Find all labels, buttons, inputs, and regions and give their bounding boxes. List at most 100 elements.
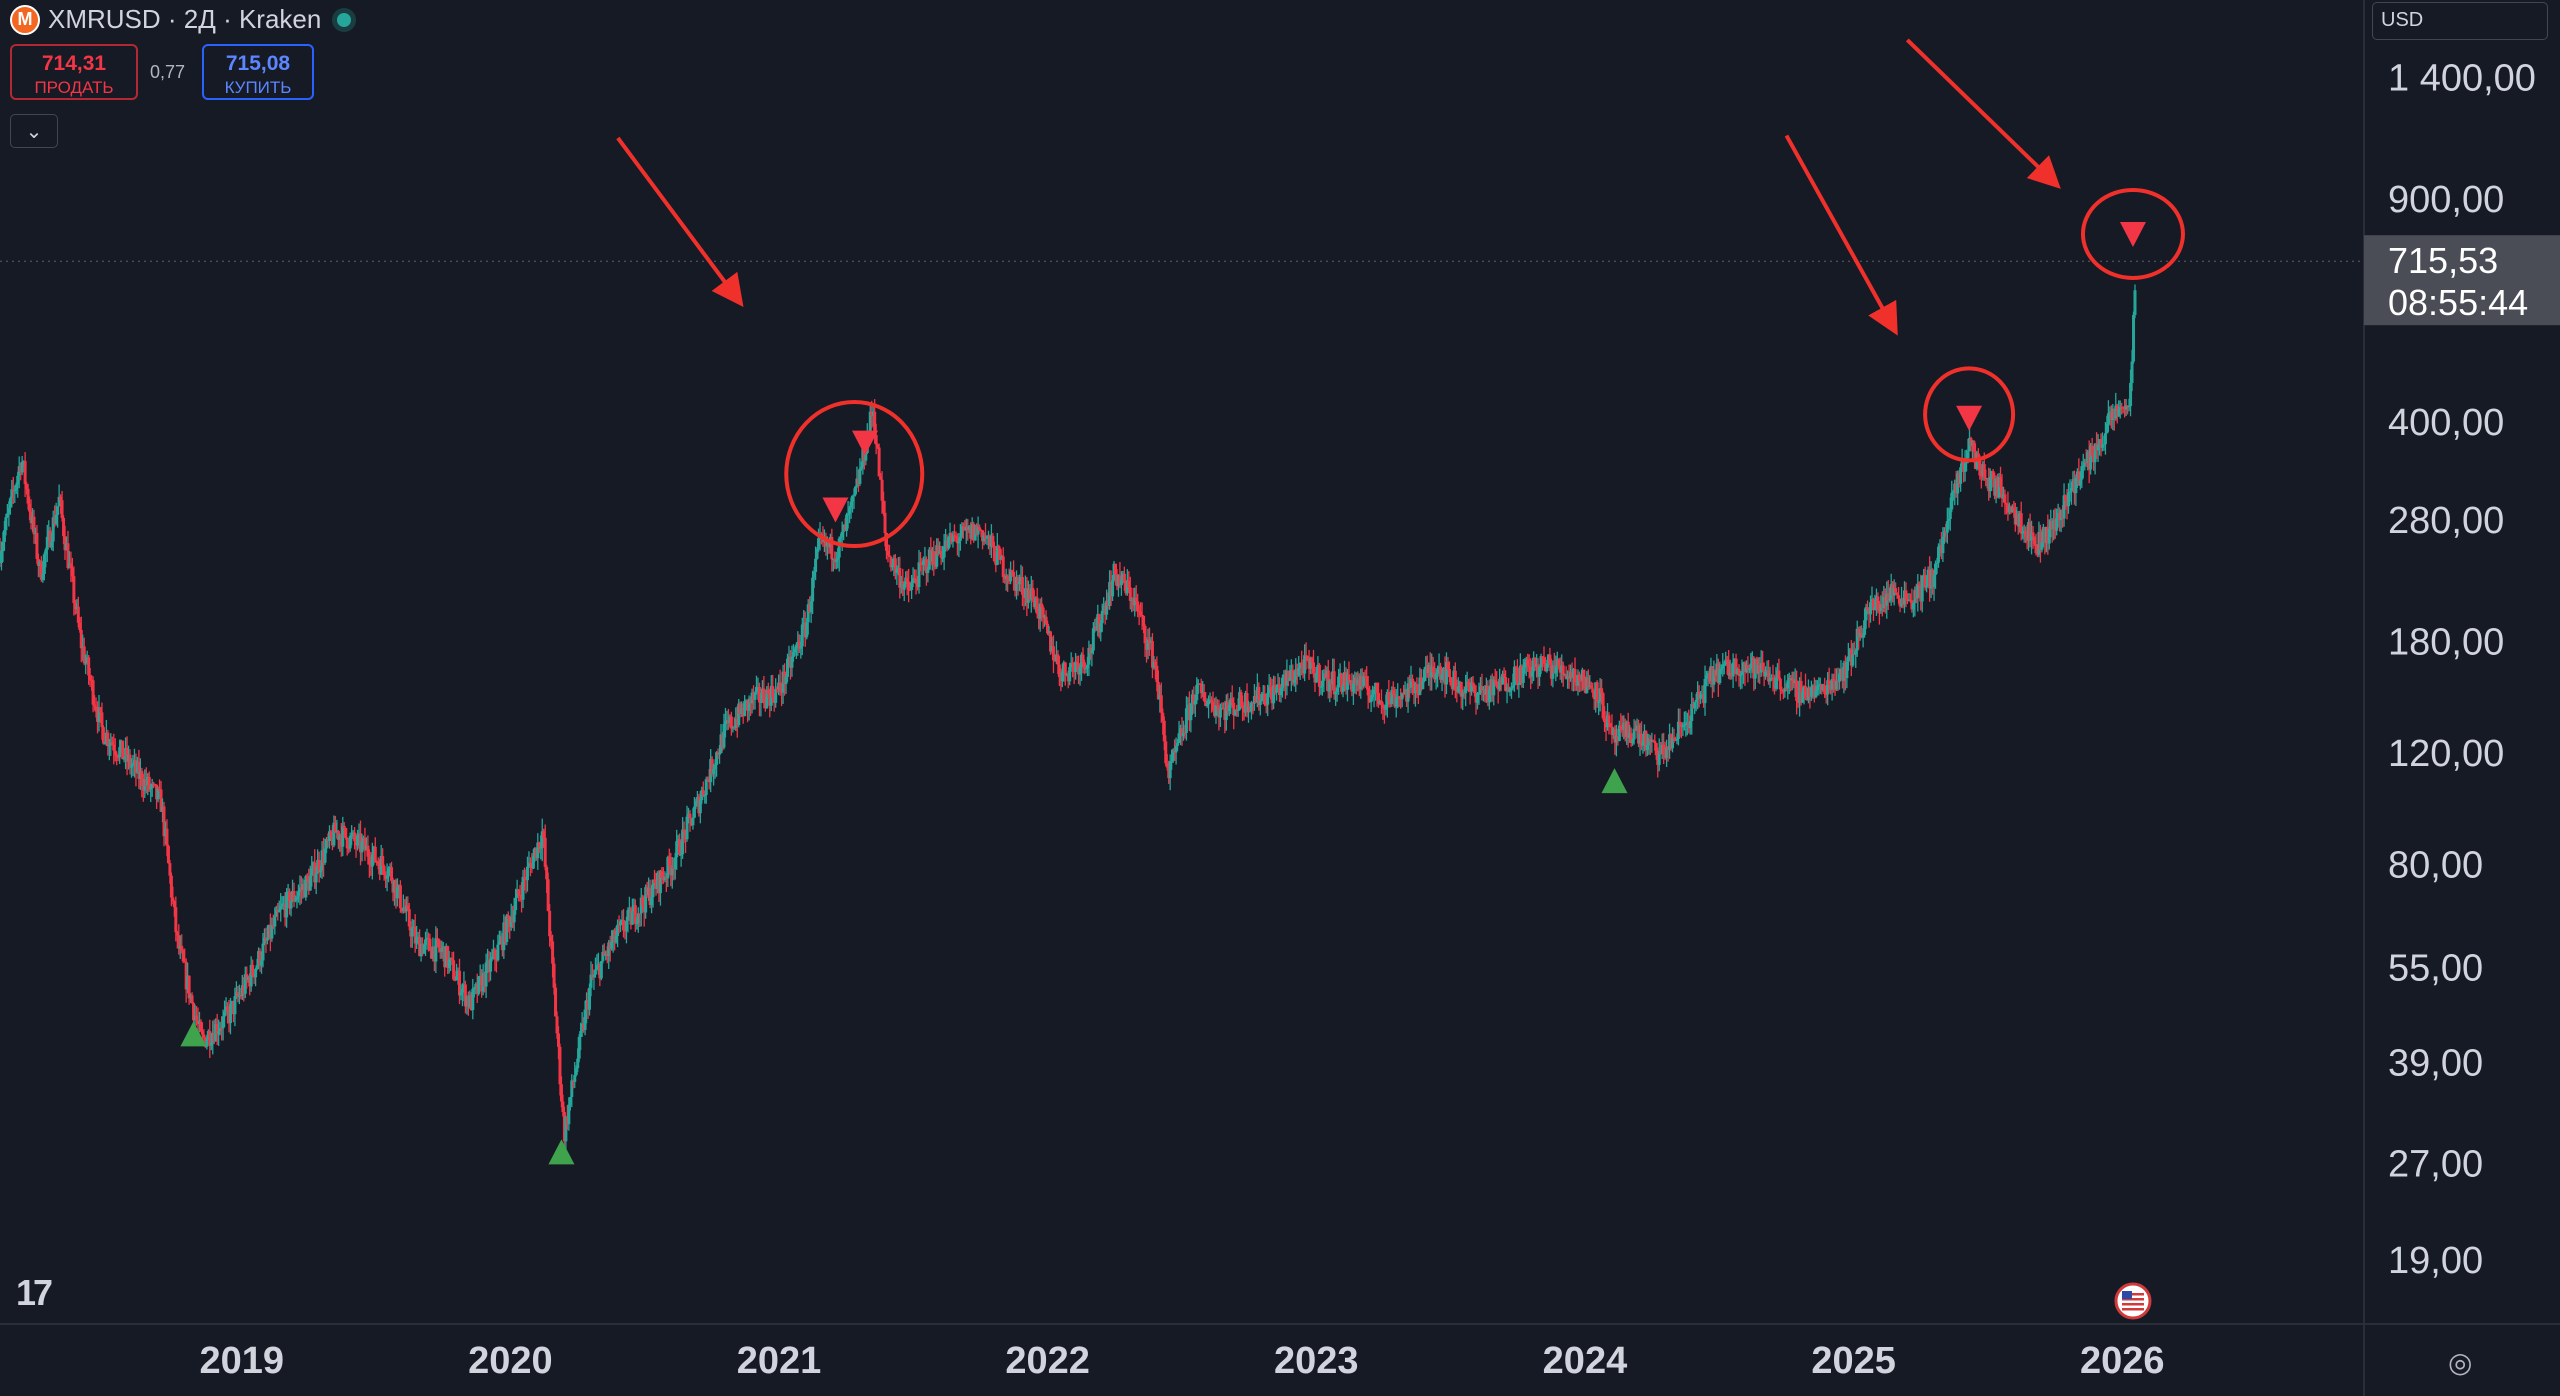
- candle-body: [1377, 692, 1381, 704]
- candle-body: [341, 825, 345, 847]
- annotation-arrow: [616, 136, 744, 308]
- candle-body: [174, 907, 178, 933]
- collapse-button[interactable]: ⌄: [10, 114, 58, 148]
- candle-body: [800, 624, 804, 647]
- candle-body: [1675, 739, 1679, 741]
- candle-body: [415, 937, 419, 944]
- candle-body: [1085, 664, 1089, 669]
- candle-body: [1832, 679, 1836, 682]
- candle-body: [991, 535, 995, 546]
- candle-body: [1852, 653, 1856, 655]
- candle-body: [704, 779, 708, 796]
- symbol-header[interactable]: M XMRUSD · 2Д · Kraken: [10, 4, 352, 35]
- candle-body: [100, 712, 104, 728]
- candle-body: [493, 949, 497, 960]
- candle-body: [564, 1117, 568, 1142]
- candle-body: [848, 507, 852, 515]
- candle-body: [1207, 700, 1211, 705]
- candle-body: [1459, 681, 1463, 697]
- candle-body: [1471, 682, 1475, 686]
- candle-body: [1641, 741, 1645, 746]
- candle-body: [774, 688, 778, 703]
- candle-body: [51, 517, 55, 542]
- annotation-circle: [1923, 366, 2016, 463]
- candle-body: [882, 500, 886, 513]
- candle-body: [506, 915, 510, 919]
- candle-body: [790, 656, 794, 668]
- candle-body: [1297, 668, 1301, 676]
- candle-body: [472, 987, 476, 990]
- candle-body: [1239, 692, 1243, 706]
- candle-body: [180, 945, 184, 951]
- candle-body: [1291, 670, 1295, 683]
- candle-body: [1164, 741, 1168, 764]
- candle-body: [345, 837, 349, 849]
- candle-body: [294, 899, 297, 902]
- candle-body: [633, 905, 637, 924]
- candle-body: [864, 452, 868, 461]
- candle-body: [880, 479, 884, 501]
- candle-body: [1447, 669, 1451, 678]
- candle-body: [577, 1037, 581, 1059]
- candle-body: [1866, 607, 1870, 611]
- candle-body: [265, 938, 269, 941]
- candle-body: [958, 536, 962, 541]
- candle-body: [76, 606, 80, 623]
- symbol-title: XMRUSD · 2Д · Kraken: [48, 4, 322, 34]
- candle-body: [1257, 686, 1261, 705]
- candle-body: [1517, 683, 1521, 685]
- gear-icon[interactable]: ◎: [2448, 1347, 2473, 1378]
- sell-button[interactable]: 714,31 ПРОДАТЬ: [10, 44, 138, 100]
- candle-body: [1391, 690, 1395, 694]
- candle-body: [159, 789, 163, 812]
- candle-body: [698, 800, 702, 814]
- candle-body: [1804, 686, 1808, 699]
- candle-body: [367, 856, 371, 865]
- candle-body: [1241, 705, 1245, 709]
- candle-body: [1161, 712, 1165, 721]
- candle-body: [718, 753, 722, 755]
- x-tick-label: 2025: [1811, 1340, 1896, 1382]
- buy-button[interactable]: 715,08 КУПИТЬ: [202, 44, 314, 100]
- candle-body: [395, 887, 399, 899]
- currency-selector[interactable]: USD: [2372, 2, 2548, 40]
- candle-body: [149, 787, 153, 790]
- candle-body: [839, 537, 843, 539]
- candle-body: [885, 533, 888, 551]
- candle-body: [1332, 671, 1336, 695]
- x-tick-label: 2023: [1274, 1340, 1359, 1382]
- candle-body: [1830, 679, 1834, 690]
- y-tick-label: 1 400,00: [2388, 58, 2536, 100]
- y-tick-label: 400,00: [2388, 402, 2504, 444]
- candle-body: [2099, 439, 2103, 448]
- countdown-label: 08:55:44: [2388, 282, 2528, 323]
- candle-body: [1869, 602, 1873, 615]
- candle-body: [1100, 610, 1104, 624]
- candle-body: [592, 974, 596, 978]
- candle-body: [1978, 459, 1982, 476]
- candle-body: [667, 857, 671, 866]
- candle-body: [1272, 685, 1276, 704]
- candle-body: [288, 891, 292, 909]
- candle-body: [1694, 699, 1698, 703]
- candle-body: [641, 897, 645, 906]
- candle-body: [737, 703, 741, 726]
- sell-signal-marker: [852, 430, 879, 456]
- x-tick-label: 2026: [2080, 1340, 2165, 1382]
- candle-body: [2132, 314, 2136, 362]
- candle-body: [982, 535, 986, 542]
- candle-body: [2000, 486, 2004, 499]
- candle-body: [118, 747, 122, 758]
- candle-body: [370, 854, 374, 867]
- candle-body: [1764, 671, 1768, 677]
- candle-body: [0, 551, 3, 564]
- candle-body: [1012, 571, 1016, 577]
- candle-body: [2069, 487, 2073, 492]
- candle-body: [116, 756, 120, 759]
- candle-body: [1044, 616, 1048, 624]
- candle-body: [729, 716, 733, 729]
- tradingview-logo-icon[interactable]: 17: [16, 1272, 53, 1313]
- candle-body: [858, 468, 862, 484]
- candle-body: [195, 1015, 199, 1021]
